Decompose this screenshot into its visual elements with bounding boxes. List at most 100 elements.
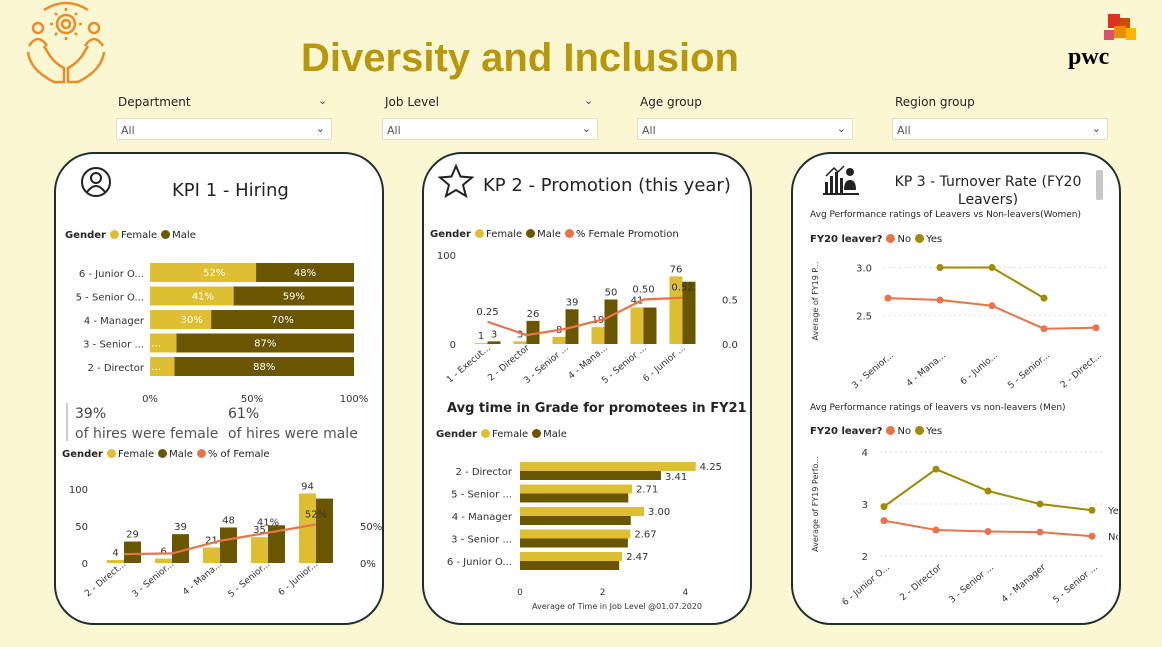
legend-female: Female bbox=[120, 230, 158, 241]
y-tick-label: 3.0 bbox=[856, 264, 872, 275]
line-point bbox=[1088, 506, 1096, 514]
title-scrollbar[interactable] bbox=[1096, 170, 1103, 200]
bar-male bbox=[520, 561, 620, 570]
kpi2-title: KP 2 - Promotion (this year) bbox=[483, 175, 731, 196]
bar-female bbox=[513, 341, 527, 344]
line-point bbox=[932, 465, 940, 473]
legend-title: FY20 leaver? bbox=[810, 234, 883, 245]
bar-male bbox=[526, 320, 540, 344]
analytics-person-icon bbox=[822, 162, 860, 200]
data-label: 26 bbox=[527, 309, 540, 320]
kpi2-legend: Gender Female Male % Female Promotion bbox=[430, 229, 679, 240]
line-data-label: 41% bbox=[257, 518, 279, 529]
bar-male bbox=[176, 333, 354, 353]
x-tick-label: 3 - Senior... bbox=[131, 559, 177, 600]
data-label: 59% bbox=[283, 292, 305, 303]
x-tick-label: 3 - Senior ... bbox=[948, 563, 996, 606]
chevron-down-icon[interactable]: ⌄ bbox=[318, 94, 328, 107]
female-hire-pct: 39% bbox=[75, 406, 107, 422]
legend-male: Male bbox=[172, 230, 196, 241]
star-icon bbox=[437, 163, 475, 202]
chevron-down-icon[interactable]: ⌄ bbox=[584, 94, 594, 107]
y-tick-label: 4 - Manager bbox=[452, 512, 513, 523]
line-point bbox=[932, 526, 940, 534]
series-end-label: No bbox=[1108, 532, 1118, 543]
line-point bbox=[988, 302, 996, 310]
filter-value: All bbox=[121, 124, 135, 137]
data-label: 2.71 bbox=[636, 485, 658, 496]
bar-female bbox=[150, 310, 212, 329]
data-label: 48% bbox=[294, 268, 316, 279]
bar-female bbox=[203, 547, 220, 563]
data-label: 39 bbox=[566, 297, 579, 308]
data-label: 50 bbox=[605, 288, 618, 299]
perf-women-title: Avg Performance ratings of Leavers vs No… bbox=[810, 210, 1081, 220]
filter-value: All bbox=[897, 124, 911, 137]
filter-age-group-label: Age group bbox=[640, 95, 702, 109]
data-label: 30% bbox=[181, 315, 203, 326]
avg-time-subtitle: Avg time in Grade for promotees in FY21 bbox=[447, 401, 747, 416]
line-series bbox=[940, 266, 1045, 299]
x-tick-label: 3 - Senior... bbox=[850, 351, 896, 392]
line-point bbox=[1088, 532, 1096, 540]
y-tick-label: 3 - Senior ... bbox=[83, 340, 144, 351]
bar-female bbox=[520, 552, 623, 561]
perf-men-legend: FY20 leaver? No Yes bbox=[810, 426, 942, 437]
filter-age-group-dropdown[interactable]: All ⌄ bbox=[637, 118, 853, 140]
bar-male bbox=[643, 307, 657, 344]
x-tick-label: 6 - Junio... bbox=[959, 351, 1000, 388]
bar-female bbox=[552, 336, 566, 344]
legend-yes: Yes bbox=[926, 234, 943, 245]
data-label: 35 bbox=[253, 525, 266, 536]
diversity-hands-logo-icon bbox=[24, 0, 108, 92]
bar-male bbox=[316, 498, 333, 563]
y-tick-label: 100 bbox=[69, 485, 88, 496]
filter-job-level-label: Job Level bbox=[385, 95, 439, 109]
bar-female bbox=[474, 343, 488, 344]
line-point bbox=[1092, 324, 1100, 332]
pwc-wordmark: pwc bbox=[1068, 44, 1110, 70]
legend-no: No bbox=[897, 234, 912, 245]
y2-tick-label: 0.5 bbox=[722, 296, 738, 307]
bar-male bbox=[233, 286, 354, 306]
kpi1-title: KPI 1 - Hiring bbox=[172, 180, 289, 201]
legend-no: No bbox=[897, 426, 912, 437]
data-label: 70% bbox=[271, 315, 293, 326]
line-series bbox=[487, 296, 683, 337]
line-point bbox=[984, 528, 992, 536]
filter-job-level-dropdown[interactable]: All ⌄ bbox=[382, 118, 598, 140]
bar-female bbox=[251, 537, 268, 563]
legend-title: Gender bbox=[430, 229, 471, 240]
data-label: 3.00 bbox=[648, 507, 670, 518]
legend-title: Gender bbox=[62, 449, 103, 460]
data-label: 6 bbox=[160, 547, 166, 558]
bar-male bbox=[682, 281, 696, 344]
filter-department-dropdown[interactable]: All ⌄ bbox=[116, 118, 332, 140]
bar-male bbox=[211, 310, 354, 329]
bar-female bbox=[630, 307, 644, 344]
hiring-stacked-chart: 6 - Junior O... 52% 48% 5 - Senior O... 41% 5… bbox=[76, 263, 369, 405]
x-tick-label: 4 - Mana... bbox=[905, 351, 948, 389]
bar-male bbox=[172, 534, 189, 563]
line-point bbox=[1036, 500, 1044, 508]
filter-department-label: Department bbox=[118, 95, 191, 109]
data-label: 1 bbox=[478, 331, 484, 342]
line-data-label: 52% bbox=[305, 510, 327, 521]
x-tick-label: 2 - Director bbox=[899, 562, 945, 603]
data-label: 4 bbox=[112, 548, 118, 559]
filter-region-group-dropdown[interactable]: All ⌄ bbox=[892, 118, 1108, 140]
x-tick-label: 100% bbox=[340, 394, 369, 405]
data-label: 48 bbox=[222, 515, 235, 526]
data-label: 39 bbox=[174, 522, 187, 533]
bar-male bbox=[487, 341, 501, 344]
x-tick-label: 6 - Junior ... bbox=[642, 343, 688, 384]
legend-title: FY20 leaver? bbox=[810, 426, 883, 437]
line-data-label: 0.25 bbox=[476, 307, 498, 318]
chevron-down-icon: ⌄ bbox=[315, 122, 325, 135]
bar-female bbox=[150, 333, 177, 353]
bar-female bbox=[299, 493, 316, 563]
bar-male bbox=[174, 357, 354, 376]
hiring-combo-chart: 0 50 100 0% 50% 4 29 2 - Direct... 6 39 3 - Senior… bbox=[69, 481, 382, 600]
data-label: 3.41 bbox=[665, 472, 687, 483]
line-point bbox=[1040, 294, 1048, 302]
